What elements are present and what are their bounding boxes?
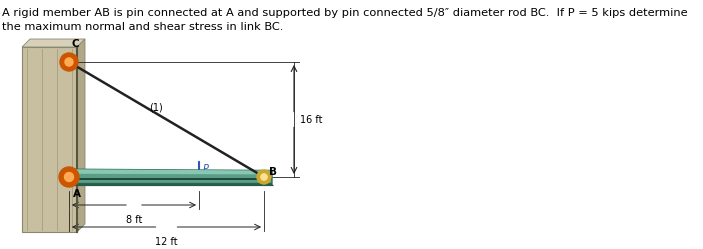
Text: 16 ft: 16 ft bbox=[300, 115, 323, 124]
Text: the maximum normal and shear stress in link BC.: the maximum normal and shear stress in l… bbox=[2, 22, 283, 32]
Text: 8 ft: 8 ft bbox=[126, 215, 142, 225]
Text: A: A bbox=[73, 189, 81, 199]
Circle shape bbox=[60, 53, 78, 71]
Circle shape bbox=[59, 167, 79, 187]
Polygon shape bbox=[64, 169, 272, 174]
Text: 12 ft: 12 ft bbox=[155, 237, 178, 247]
Bar bbox=[22, 47, 77, 232]
Text: P: P bbox=[203, 164, 209, 174]
Text: B: B bbox=[269, 167, 277, 177]
Polygon shape bbox=[64, 178, 272, 180]
Text: (1): (1) bbox=[150, 103, 163, 113]
Circle shape bbox=[65, 58, 73, 66]
Circle shape bbox=[261, 174, 267, 180]
Circle shape bbox=[65, 173, 74, 182]
Polygon shape bbox=[64, 169, 272, 184]
Text: C: C bbox=[72, 39, 79, 49]
Circle shape bbox=[257, 170, 271, 184]
Text: A rigid member AB is pin connected at A and supported by pin connected 5/8″ diam: A rigid member AB is pin connected at A … bbox=[2, 8, 688, 18]
Polygon shape bbox=[77, 39, 85, 232]
Polygon shape bbox=[64, 184, 274, 186]
Polygon shape bbox=[22, 39, 85, 47]
